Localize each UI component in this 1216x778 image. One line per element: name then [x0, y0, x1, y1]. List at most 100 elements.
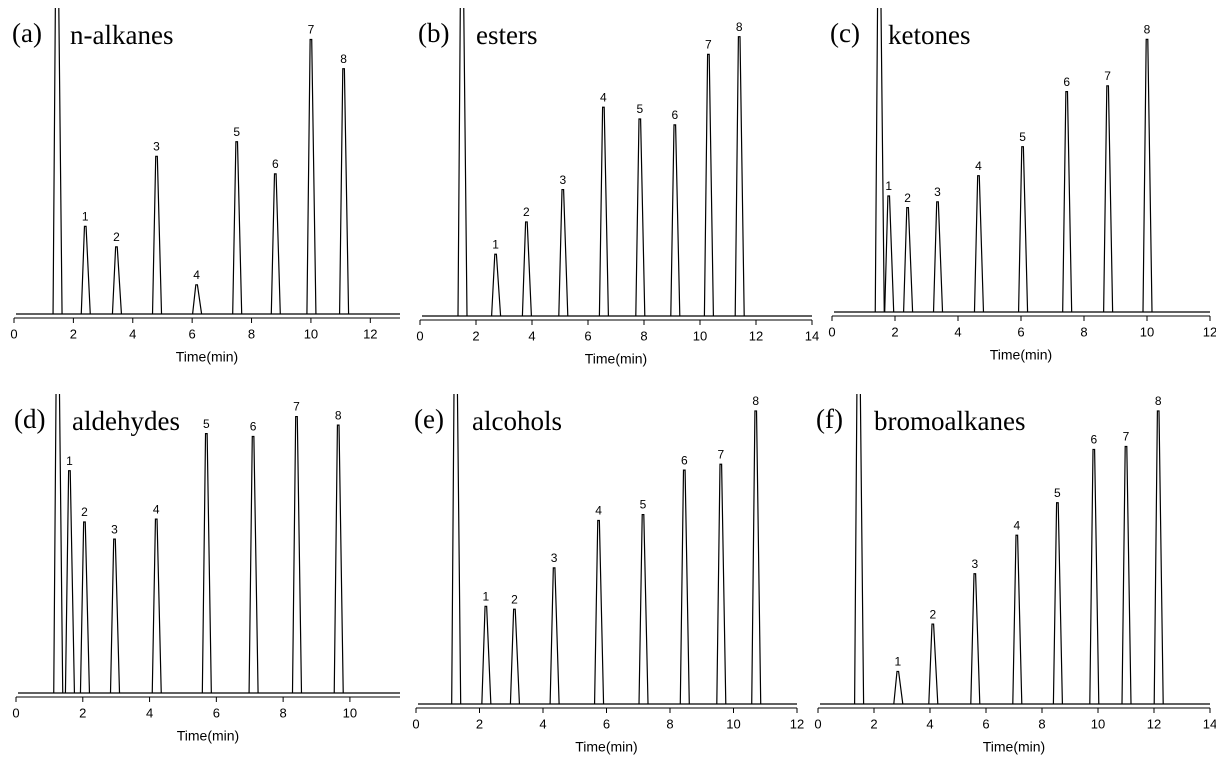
peak-label: 5	[1019, 130, 1026, 144]
peak	[973, 175, 985, 313]
peak	[1012, 534, 1023, 705]
panel-title: ketones	[888, 20, 970, 50]
x-tick-label: 8	[666, 716, 673, 731]
panel-title: bromoalkanes	[874, 406, 1025, 436]
x-tick-label: 12	[1147, 716, 1161, 731]
peak-label: 4	[1013, 518, 1020, 532]
peak	[1142, 38, 1153, 313]
x-tick-label: 0	[828, 324, 835, 339]
peak-label: 7	[717, 447, 724, 461]
x-tick-label: 10	[343, 705, 357, 720]
peak	[192, 284, 203, 315]
peak-label: 7	[1104, 69, 1111, 83]
x-tick-label: 2	[79, 705, 86, 720]
peak-label: 4	[975, 159, 982, 173]
peak	[248, 435, 259, 694]
peak	[970, 573, 981, 705]
peak	[111, 246, 123, 315]
peak	[481, 605, 492, 705]
peak-label: 5	[636, 102, 643, 116]
solvent-peak	[854, 394, 865, 705]
peak-label: 6	[250, 420, 257, 434]
panel-title: aldehydes	[72, 406, 180, 436]
panel: 0 2 4 6 8 10 Time(min) (d) aldehydes	[12, 394, 400, 744]
x-tick-label: 10	[726, 716, 740, 731]
x-tick-label: 10	[1140, 324, 1154, 339]
peak-label: 8	[340, 52, 347, 66]
x-tick-label: 14	[1203, 716, 1216, 731]
x-axis-label: Time(min)	[585, 351, 647, 367]
peak	[598, 106, 609, 317]
peak	[734, 36, 745, 317]
peak-label: 7	[308, 23, 315, 37]
peak	[1017, 146, 1029, 313]
peak	[1121, 445, 1132, 705]
peak-label: 5	[1054, 486, 1061, 500]
peak-label: 3	[559, 173, 566, 187]
peak	[751, 410, 762, 705]
peak-label: 6	[1090, 433, 1097, 447]
panel-label: (e)	[414, 404, 444, 434]
peak-label: 6	[671, 108, 678, 122]
x-tick-label: 6	[982, 716, 989, 731]
panel-label: (a)	[12, 18, 42, 48]
x-tick-label: 6	[189, 326, 196, 341]
peak	[1062, 91, 1073, 313]
peak-label: 1	[483, 589, 490, 603]
panel-label: (d)	[14, 404, 45, 434]
peak-label: 5	[640, 498, 647, 512]
x-tick-label: 4	[146, 705, 153, 720]
peak	[932, 201, 944, 313]
x-tick-label: 4	[528, 328, 535, 343]
panel-label: (b)	[418, 18, 449, 48]
peak	[1153, 410, 1164, 705]
x-axis-label: Time(min)	[575, 739, 637, 755]
x-tick-label: 6	[213, 705, 220, 720]
peak	[1103, 85, 1114, 313]
peak-label: 7	[1123, 430, 1130, 444]
peak-label: 6	[681, 453, 688, 467]
peak	[635, 118, 646, 317]
x-tick-label: 4	[129, 326, 136, 341]
x-tick-label: 4	[539, 716, 546, 731]
peak	[232, 141, 243, 315]
x-axis-label: Time(min)	[176, 349, 238, 365]
peak-label: 3	[551, 551, 558, 565]
peak-label: 8	[736, 20, 743, 34]
panel-title: n-alkanes	[70, 20, 173, 50]
peak-label: 2	[523, 205, 530, 219]
peak-label: 8	[752, 394, 759, 408]
x-tick-label: 4	[926, 716, 933, 731]
panel-title: esters	[476, 20, 537, 50]
peak	[679, 469, 690, 705]
x-tick-label: 6	[1017, 324, 1024, 339]
peak-label: 1	[885, 179, 892, 193]
peak	[670, 124, 681, 317]
x-tick-label: 0	[12, 705, 19, 720]
x-tick-label: 0	[10, 326, 17, 341]
peak	[333, 424, 344, 694]
x-tick-label: 8	[640, 328, 647, 343]
peak	[703, 53, 714, 317]
x-axis-label: Time(min)	[990, 347, 1052, 363]
x-tick-label: 6	[584, 328, 591, 343]
peak-label: 3	[153, 139, 160, 153]
panel-label: (f)	[816, 404, 843, 434]
x-tick-label: 8	[280, 705, 287, 720]
x-tick-label: 2	[891, 324, 898, 339]
x-tick-label: 2	[472, 328, 479, 343]
x-tick-label: 12	[790, 716, 804, 731]
peak	[1089, 448, 1100, 705]
x-tick-label: 12	[363, 326, 377, 341]
peak-label: 3	[934, 185, 941, 199]
peak-label: 8	[1155, 394, 1162, 408]
x-tick-label: 0	[814, 716, 821, 731]
peak	[1052, 502, 1063, 705]
solvent-peak	[457, 8, 468, 317]
x-tick-label: 10	[1091, 716, 1105, 731]
peak-label: 7	[705, 38, 712, 52]
x-tick-label: 12	[1203, 324, 1216, 339]
x-tick-label: 14	[805, 328, 819, 343]
